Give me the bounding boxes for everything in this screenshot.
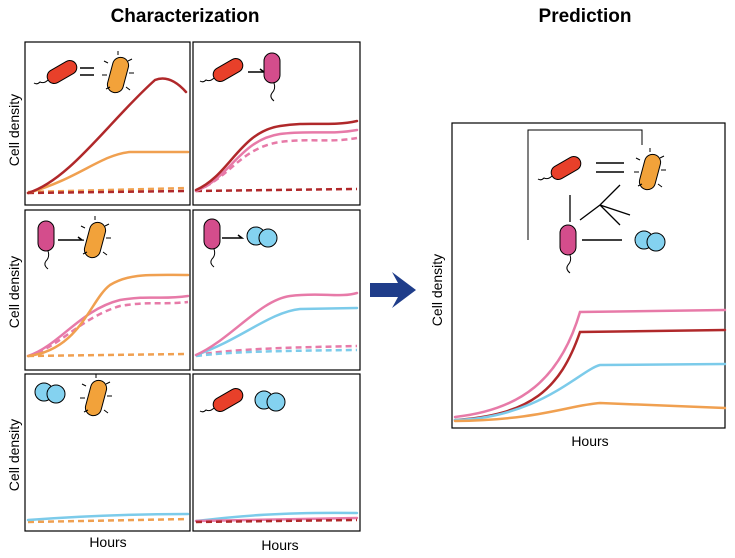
x-label: Hours (571, 433, 608, 449)
icons (33, 50, 667, 418)
y-label: Cell density (429, 254, 445, 326)
curves (26, 77, 727, 524)
y-label: Cell density (6, 94, 22, 166)
x-label: Hours (89, 534, 126, 550)
title: Prediction (539, 6, 632, 27)
panels (24, 41, 726, 532)
y-label: Cell density (6, 419, 22, 491)
title: Characterization (111, 6, 260, 27)
y-label: Cell density (6, 256, 22, 328)
x-label: Hours (261, 537, 298, 553)
arrow (370, 272, 416, 308)
